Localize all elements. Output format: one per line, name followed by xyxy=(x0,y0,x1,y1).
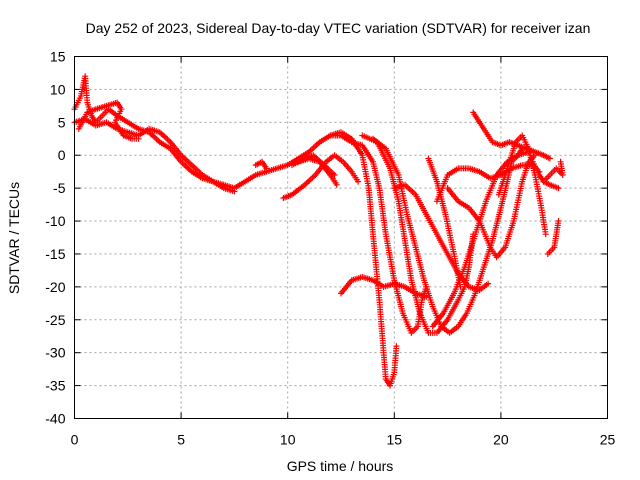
series-track-15 xyxy=(429,148,532,330)
y-axis-title: SDTVAR / TECUs xyxy=(6,182,22,294)
y-tick-label: -5 xyxy=(53,180,66,196)
plot-frame xyxy=(74,56,608,419)
series-track-3 xyxy=(75,99,142,142)
data-marks xyxy=(71,73,566,389)
series-track-17 xyxy=(433,162,543,205)
series-track-16 xyxy=(444,152,538,261)
y-tick-label: -30 xyxy=(45,345,65,361)
x-tick-labels: 0 5 10 15 20 25 xyxy=(71,432,616,448)
x-tick-label: 15 xyxy=(387,432,403,448)
plus-markers xyxy=(359,132,477,336)
y-tick-label: -20 xyxy=(45,279,65,295)
y-tick-label: -15 xyxy=(45,246,65,262)
plus-markers xyxy=(433,162,543,205)
y-tick-labels: -40 -35 -30 -25 -20 -15 -10 -5 0 5 10 15 xyxy=(45,49,65,427)
plus-markers xyxy=(370,135,526,336)
y-tick-label: 10 xyxy=(50,81,66,97)
plus-markers xyxy=(544,218,562,257)
plus-markers xyxy=(338,274,430,300)
x-tick-label: 20 xyxy=(493,432,509,448)
plus-markers xyxy=(429,148,532,330)
y-tick-label: -40 xyxy=(45,411,65,427)
plus-markers xyxy=(75,99,142,142)
series-track-21 xyxy=(529,158,562,192)
plus-markers xyxy=(252,158,270,172)
series-track-14 xyxy=(425,155,464,290)
series-track-1 xyxy=(71,73,355,192)
y-tick-label: -10 xyxy=(45,213,65,229)
y-tick-label: 5 xyxy=(58,114,66,130)
plus-markers xyxy=(444,152,538,261)
plus-markers xyxy=(71,73,355,192)
plus-markers xyxy=(425,155,464,290)
grid-lines xyxy=(74,56,608,419)
x-tick-label: 25 xyxy=(600,432,616,448)
series-track-12 xyxy=(338,274,430,300)
y-tick-label: 0 xyxy=(58,147,66,163)
series-track-11 xyxy=(370,135,526,336)
y-tick-label: -25 xyxy=(45,312,65,328)
x-tick-label: 0 xyxy=(71,432,79,448)
x-tick-label: 10 xyxy=(280,432,296,448)
plus-markers xyxy=(529,158,562,192)
x-tick-label: 5 xyxy=(177,432,185,448)
plus-markers xyxy=(289,152,338,178)
axis-ticks xyxy=(74,56,608,419)
series-track-10 xyxy=(359,132,477,336)
y-tick-label: -35 xyxy=(45,378,65,394)
y-tick-label: 15 xyxy=(50,49,66,65)
series-track-22 xyxy=(544,218,562,257)
plus-markers xyxy=(540,158,566,185)
chart-title: Day 252 of 2023, Sidereal Day-to-day VTE… xyxy=(86,20,591,36)
series-track-7 xyxy=(289,152,338,178)
series-track-20 xyxy=(540,158,566,185)
series-track-4 xyxy=(252,158,270,172)
x-axis-title: GPS time / hours xyxy=(287,458,394,474)
